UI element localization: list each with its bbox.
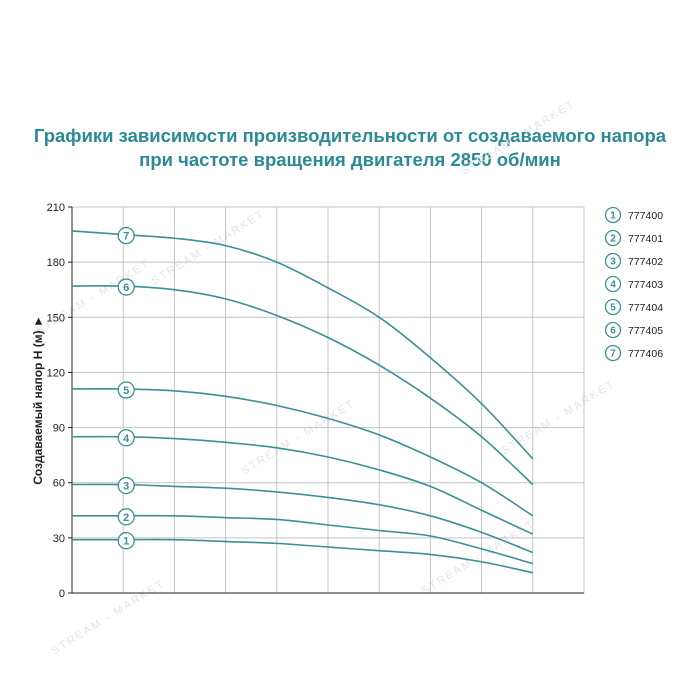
legend-entry-label: 777403 xyxy=(628,279,663,291)
series-badge-label: 2 xyxy=(123,512,129,524)
chart-title: Графики зависимости производительности о… xyxy=(33,125,667,146)
y-tick-label: 120 xyxy=(47,367,65,379)
series-badge-1 xyxy=(117,532,135,550)
legend-badge-label: 2 xyxy=(610,234,616,245)
watermark-text: STREAM - MARKET xyxy=(499,378,617,458)
y-tick-label: 150 xyxy=(47,312,65,324)
series-badge-label: 4 xyxy=(123,433,130,445)
y-tick-label: 0 xyxy=(59,588,65,600)
legend-entry-label: 777400 xyxy=(628,210,663,222)
series-badge-label: 3 xyxy=(123,481,129,493)
legend-badge-7 xyxy=(604,344,622,362)
series-line-777400 xyxy=(72,538,533,574)
legend-badge-label: 6 xyxy=(610,326,616,337)
series-line-777404 xyxy=(71,388,534,517)
series-badge-3 xyxy=(117,476,135,495)
series-line-777403 xyxy=(71,435,534,535)
legend-entry-label: 777404 xyxy=(628,302,663,314)
series-badge-6 xyxy=(117,278,135,296)
series-badge-label: 1 xyxy=(123,536,129,548)
legend-badge-4 xyxy=(604,275,622,293)
chart-subtitle: при частоте вращения двигателя 2850 об/м… xyxy=(139,149,561,170)
legend-badge-5 xyxy=(604,298,622,316)
series-badge-label: 7 xyxy=(123,231,129,243)
y-tick-label: 210 xyxy=(47,202,65,214)
legend-badge-label: 3 xyxy=(610,257,616,268)
y-axis-ticks: 0 30 60 90 120 150 180 210 xyxy=(47,202,72,600)
legend-badge-label: 7 xyxy=(610,349,616,360)
legend-badge-label: 5 xyxy=(610,303,616,314)
legend-entry-label: 777405 xyxy=(628,325,663,337)
chart-axes xyxy=(71,207,584,594)
watermark-text: STREAM - MARKET xyxy=(34,258,152,338)
series-badge-7 xyxy=(117,226,135,245)
series-badge-5 xyxy=(117,381,135,399)
legend-entry-label: 777401 xyxy=(628,233,663,245)
y-tick-label: 90 xyxy=(53,423,65,435)
chart-grid xyxy=(71,206,585,594)
legend-entry-label: 777406 xyxy=(628,348,663,360)
legend-badge-6 xyxy=(604,321,622,339)
chart-legend: 1 777400 2 777401 3 777402 4 777403 5 777404 6 7774… xyxy=(604,206,663,362)
chart-title-block: Графики зависимости производительности о… xyxy=(0,124,700,172)
series-badge-2 xyxy=(117,508,135,526)
legend-badge-label: 1 xyxy=(610,211,616,222)
legend-badge-2 xyxy=(604,229,622,247)
watermark-text: STREAM - MARKET xyxy=(419,518,537,598)
y-axis-label: Создаваемый напор Н (м) ► xyxy=(31,315,45,485)
series-badge-4 xyxy=(117,429,135,447)
watermark-text: STREAM - MARKET xyxy=(149,208,267,288)
series-line-777402 xyxy=(71,483,534,554)
series-line-777406 xyxy=(71,230,534,460)
legend-badge-1 xyxy=(604,206,622,224)
legend-entry-label: 777402 xyxy=(628,256,663,268)
series-line-777405 xyxy=(71,284,534,486)
y-tick-label: 60 xyxy=(53,478,65,490)
chart-series: 1 2 3 4 5 6 7 xyxy=(71,226,534,574)
watermark-text: STREAM - MARKET xyxy=(49,578,167,658)
legend-badge-label: 4 xyxy=(610,280,616,291)
y-tick-label: 30 xyxy=(53,533,65,545)
watermark-text: STREAM - MARKET xyxy=(459,98,577,178)
legend-badge-3 xyxy=(604,252,622,270)
series-line-777401 xyxy=(72,514,534,565)
series-badge-label: 5 xyxy=(123,385,129,397)
y-tick-label: 180 xyxy=(47,257,65,269)
watermark-text: STREAM - MARKET xyxy=(239,398,357,478)
series-badge-label: 6 xyxy=(123,282,129,294)
